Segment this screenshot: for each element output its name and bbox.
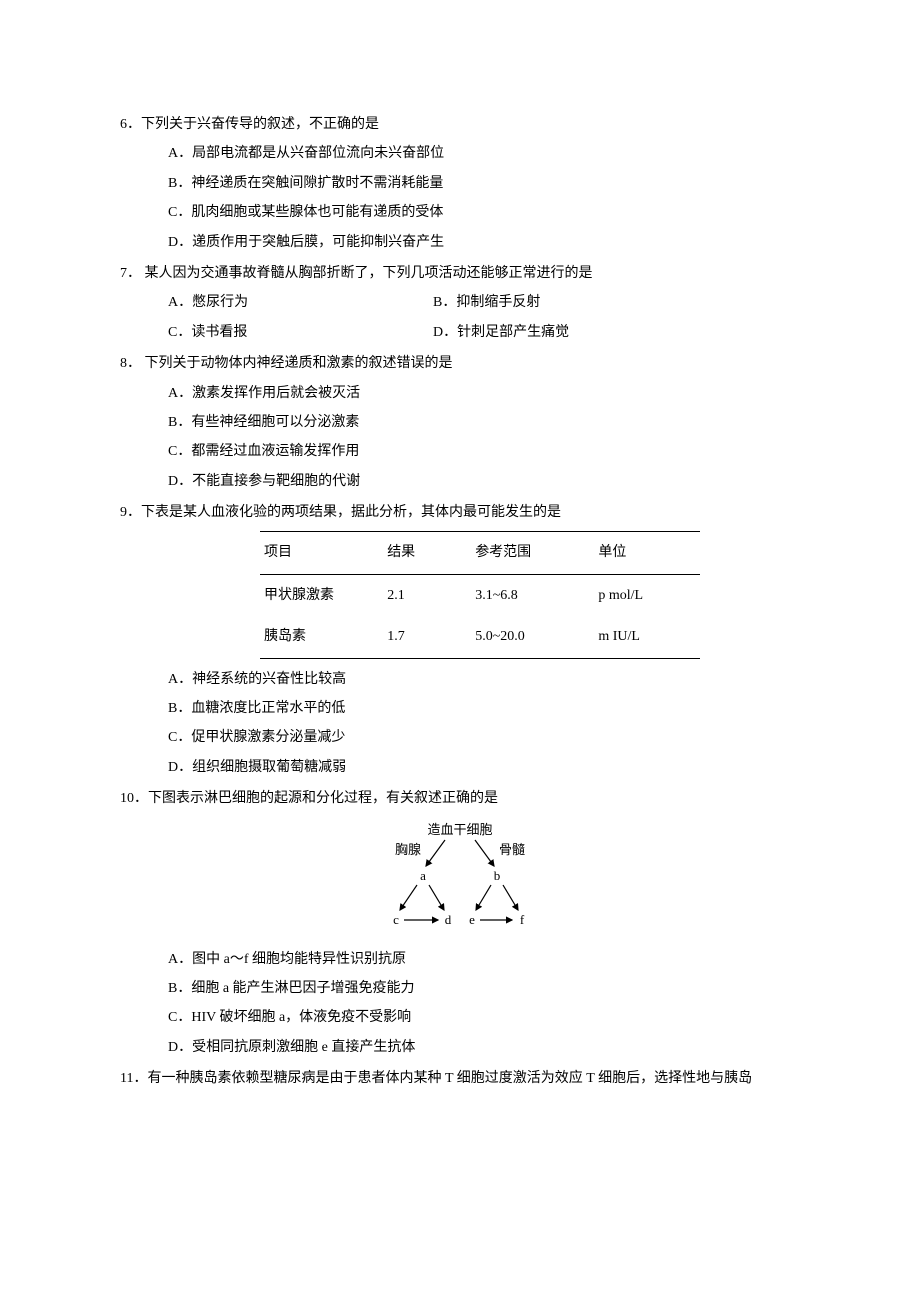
question-7-number: 7． bbox=[120, 266, 141, 281]
cell-unit: m IU/L bbox=[594, 616, 700, 658]
q7-option-A: A．憋尿行为 bbox=[168, 288, 433, 317]
question-10-text: 下图表示淋巴细胞的起源和分化过程，有关叙述正确的是 bbox=[148, 791, 498, 806]
th-result: 结果 bbox=[383, 532, 471, 574]
table-row: 胰岛素 1.7 5.0~20.0 m IU/L bbox=[260, 616, 700, 658]
q7-option-D: D．针刺足部产生痛觉 bbox=[433, 318, 569, 347]
q8-option-D: D．不能直接参与靶细胞的代谢 bbox=[168, 467, 800, 496]
diagram-node-c: c bbox=[393, 912, 399, 927]
q10-option-D: D．受相同抗原刺激细胞 e 直接产生抗体 bbox=[168, 1033, 800, 1062]
diagram-node-b: b bbox=[494, 868, 501, 883]
q10-option-B: B．细胞 a 能产生淋巴因子增强免疫能力 bbox=[168, 974, 800, 1003]
diagram-node-f: f bbox=[520, 912, 525, 927]
q9-table: 项目 结果 参考范围 单位 甲状腺激素 2.1 3.1~6.8 p mol/L … bbox=[260, 531, 700, 658]
question-9: 9．下表是某人血液化验的两项结果，据此分析，其体内最可能发生的是 项目 结果 参… bbox=[120, 498, 800, 782]
question-8: 8． 下列关于动物体内神经递质和激素的叙述错误的是 A．激素发挥作用后就会被灭活… bbox=[120, 349, 800, 496]
q9-option-C: C．促甲状腺激素分泌量减少 bbox=[168, 723, 800, 752]
question-6: 6．下列关于兴奋传导的叙述，不正确的是 A．局部电流都是从兴奋部位流向未兴奋部位… bbox=[120, 110, 800, 257]
question-10-number: 10． bbox=[120, 791, 148, 806]
question-7-text: 某人因为交通事故脊髓从胸部折断了，下列几项活动还能够正常进行的是 bbox=[145, 266, 593, 281]
diagram-right-label: 骨髓 bbox=[499, 842, 525, 857]
q8-option-C: C．都需经过血液运输发挥作用 bbox=[168, 437, 800, 466]
question-9-number: 9． bbox=[120, 505, 141, 520]
question-11-number: 11． bbox=[120, 1071, 147, 1086]
question-7-stem: 7． 某人因为交通事故脊髓从胸部折断了，下列几项活动还能够正常进行的是 bbox=[120, 259, 800, 288]
question-8-stem: 8． 下列关于动物体内神经递质和激素的叙述错误的是 bbox=[120, 349, 800, 378]
diagram-node-d: d bbox=[445, 912, 452, 927]
question-9-stem: 9．下表是某人血液化验的两项结果，据此分析，其体内最可能发生的是 bbox=[120, 498, 800, 527]
diagram-node-e: e bbox=[469, 912, 475, 927]
th-ref: 参考范围 bbox=[471, 532, 594, 574]
question-7: 7． 某人因为交通事故脊髓从胸部折断了，下列几项活动还能够正常进行的是 A．憋尿… bbox=[120, 259, 800, 347]
q10-diagram: 造血干细胞 胸腺 骨髓 a b c d e f bbox=[360, 822, 560, 937]
th-item: 项目 bbox=[260, 532, 383, 574]
q10-option-A: A．图中 a～f 细胞均能特异性识别抗原 bbox=[168, 945, 800, 974]
q6-option-B: B．神经递质在突触间隙扩散时不需消耗能量 bbox=[168, 169, 800, 198]
q6-option-D: D．递质作用于突触后膜，可能抑制兴奋产生 bbox=[168, 228, 800, 257]
q9-option-B: B．血糖浓度比正常水平的低 bbox=[168, 694, 800, 723]
question-11: 11．有一种胰岛素依赖型糖尿病是由于患者体内某种 T 细胞过度激活为效应 T 细… bbox=[120, 1064, 800, 1093]
question-11-text: 有一种胰岛素依赖型糖尿病是由于患者体内某种 T 细胞过度激活为效应 T 细胞后，… bbox=[147, 1071, 752, 1086]
question-11-stem: 11．有一种胰岛素依赖型糖尿病是由于患者体内某种 T 细胞过度激活为效应 T 细… bbox=[120, 1064, 800, 1093]
cell-item: 甲状腺激素 bbox=[260, 574, 383, 616]
q9-option-D: D．组织细胞摄取葡萄糖减弱 bbox=[168, 753, 800, 782]
question-6-stem: 6．下列关于兴奋传导的叙述，不正确的是 bbox=[120, 110, 800, 139]
diagram-left-label: 胸腺 bbox=[395, 842, 421, 857]
th-unit: 单位 bbox=[594, 532, 700, 574]
q9-option-A: A．神经系统的兴奋性比较高 bbox=[168, 665, 800, 694]
q7-option-B: B．抑制缩手反射 bbox=[433, 288, 540, 317]
table-row: 甲状腺激素 2.1 3.1~6.8 p mol/L bbox=[260, 574, 700, 616]
cell-ref: 5.0~20.0 bbox=[471, 616, 594, 658]
q6-option-C: C．肌肉细胞或某些腺体也可能有递质的受体 bbox=[168, 198, 800, 227]
question-7-options: A．憋尿行为 B．抑制缩手反射 C．读书看报 D．针刺足部产生痛觉 bbox=[120, 288, 800, 347]
cell-ref: 3.1~6.8 bbox=[471, 574, 594, 616]
question-10-options: A．图中 a～f 细胞均能特异性识别抗原 B．细胞 a 能产生淋巴因子增强免疫能… bbox=[120, 945, 800, 1063]
cell-unit: p mol/L bbox=[594, 574, 700, 616]
question-9-options: A．神经系统的兴奋性比较高 B．血糖浓度比正常水平的低 C．促甲状腺激素分泌量减… bbox=[120, 665, 800, 783]
cell-result: 2.1 bbox=[383, 574, 471, 616]
q8-option-A: A．激素发挥作用后就会被灭活 bbox=[168, 379, 800, 408]
cell-item: 胰岛素 bbox=[260, 616, 383, 658]
q7-option-C: C．读书看报 bbox=[168, 318, 433, 347]
question-6-options: A．局部电流都是从兴奋部位流向未兴奋部位 B．神经递质在突触间隙扩散时不需消耗能… bbox=[120, 139, 800, 257]
question-6-text: 下列关于兴奋传导的叙述，不正确的是 bbox=[141, 117, 379, 132]
question-8-text: 下列关于动物体内神经递质和激素的叙述错误的是 bbox=[145, 356, 453, 371]
table-header-row: 项目 结果 参考范围 单位 bbox=[260, 532, 700, 574]
diagram-node-a: a bbox=[420, 868, 426, 883]
cell-result: 1.7 bbox=[383, 616, 471, 658]
q6-option-A: A．局部电流都是从兴奋部位流向未兴奋部位 bbox=[168, 139, 800, 168]
question-10: 10．下图表示淋巴细胞的起源和分化过程，有关叙述正确的是 造血干细胞 胸腺 骨髓… bbox=[120, 784, 800, 1062]
question-10-stem: 10．下图表示淋巴细胞的起源和分化过程，有关叙述正确的是 bbox=[120, 784, 800, 813]
q8-option-B: B．有些神经细胞可以分泌激素 bbox=[168, 408, 800, 437]
q10-option-C: C．HIV 破坏细胞 a，体液免疫不受影响 bbox=[168, 1003, 800, 1032]
question-9-text: 下表是某人血液化验的两项结果，据此分析，其体内最可能发生的是 bbox=[141, 505, 561, 520]
question-8-options: A．激素发挥作用后就会被灭活 B．有些神经细胞可以分泌激素 C．都需经过血液运输… bbox=[120, 379, 800, 497]
question-8-number: 8． bbox=[120, 356, 141, 371]
diagram-top-label: 造血干细胞 bbox=[427, 822, 492, 837]
question-6-number: 6． bbox=[120, 117, 141, 132]
